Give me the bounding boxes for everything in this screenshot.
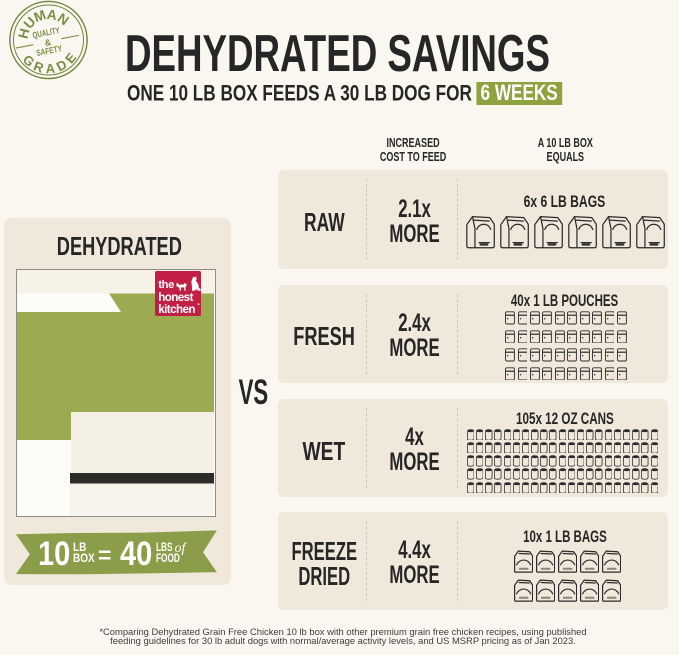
svg-text:the: the xyxy=(158,279,174,291)
svg-text:M: M xyxy=(32,7,48,25)
svg-text:honest: honest xyxy=(158,291,193,304)
svg-text:A: A xyxy=(45,61,56,77)
svg-text:&: & xyxy=(44,37,53,48)
svg-text:SAFETY: SAFETY xyxy=(35,43,63,58)
svg-text:A: A xyxy=(46,7,58,23)
svg-text:kitchen: kitchen xyxy=(158,303,195,316)
svg-text:H: H xyxy=(16,27,33,41)
